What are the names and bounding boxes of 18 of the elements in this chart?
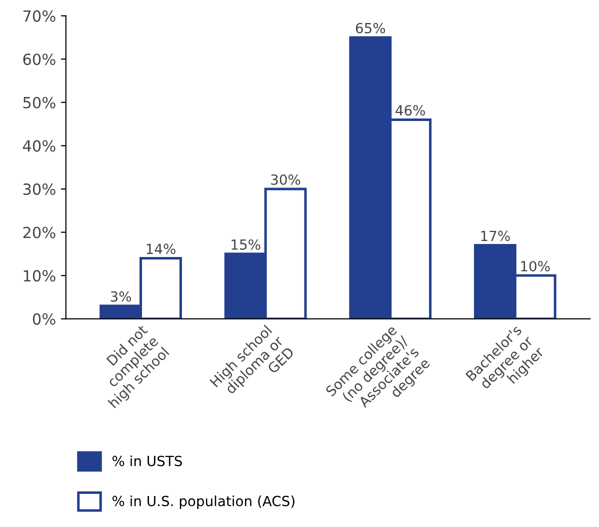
- data-label: 65%: [356, 22, 386, 34]
- data-label: 14%: [146, 244, 176, 254]
- y-tick-label: 0%: [32, 313, 56, 325]
- legend-label: % in U.S. population (ACS): [112, 496, 294, 509]
- data-label: 30%: [271, 174, 300, 185]
- data-label: 10%: [521, 260, 550, 272]
- data-label: 17%: [481, 230, 510, 242]
- y-tick-label: 70%: [23, 10, 56, 22]
- data-label: 3%: [110, 291, 132, 302]
- data-label: 15%: [232, 239, 260, 250]
- y-tick-label: 10%: [24, 270, 56, 282]
- data-label: 46%: [396, 105, 425, 116]
- y-tick-label: 40%: [22, 140, 56, 152]
- y-tick-label: 60%: [23, 54, 56, 66]
- y-tick-label: 20%: [23, 226, 56, 238]
- legend-label: % in USTS: [112, 455, 182, 466]
- y-tick-label: 30%: [23, 183, 56, 195]
- y-tick-label: 50%: [23, 96, 56, 108]
